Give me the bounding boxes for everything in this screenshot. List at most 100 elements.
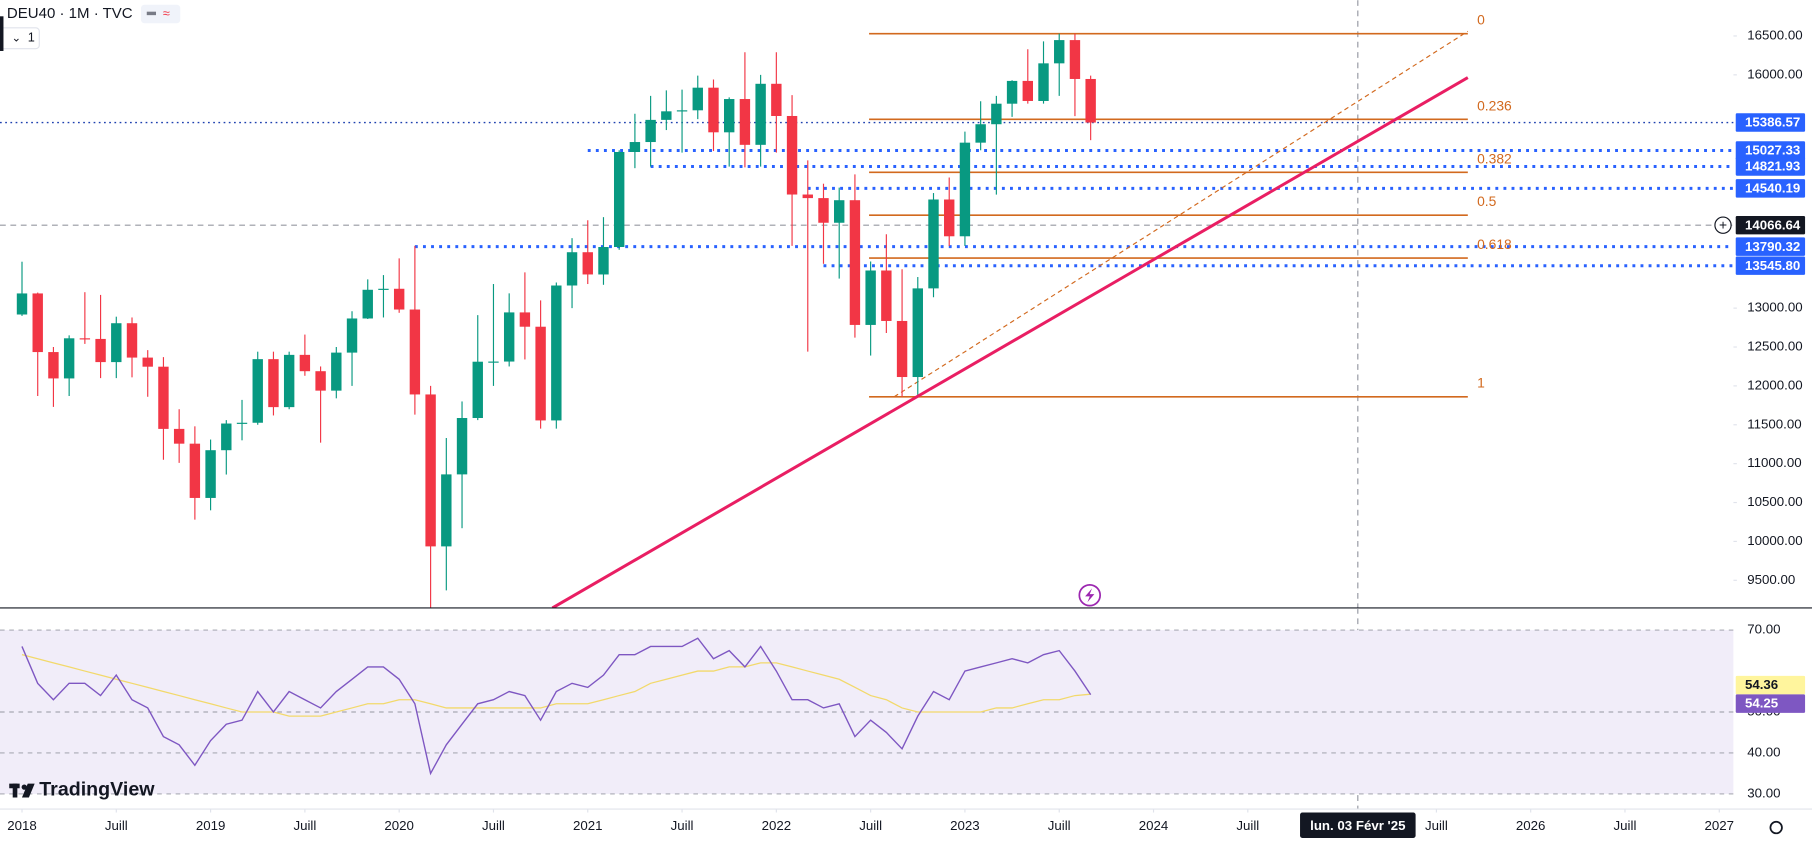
candle-body — [126, 323, 138, 358]
x-tick-label: 2018 — [7, 818, 37, 833]
x-tick-label: 2020 — [384, 818, 414, 833]
x-tick-label: Juill — [1425, 818, 1448, 833]
interval-badge[interactable] — [0, 27, 40, 50]
candle-body — [975, 124, 986, 143]
level-price-label-box — [1735, 157, 1806, 176]
candle-body — [252, 359, 263, 423]
settings-icon[interactable] — [1769, 820, 1783, 835]
y-tick-label: 13000.00 — [1747, 300, 1802, 315]
x-tick-label: 2026 — [1516, 818, 1546, 833]
candle-body — [79, 338, 91, 340]
last-price-label: 15386.57 — [1745, 115, 1800, 130]
level-price-label: 13790.32 — [1745, 239, 1800, 254]
price-pane: 0 0.236 0.382 0.5 0.618 1 — [0, 0, 1734, 608]
rsi-tick-label: 70.00 — [1747, 622, 1780, 637]
fib-level-label: 1 — [1477, 375, 1485, 391]
candle-body — [221, 423, 232, 451]
level-price-label-box — [1735, 141, 1806, 160]
y-tick-label: 10500.00 — [1747, 494, 1802, 509]
x-tick-label: Juill — [1236, 818, 1259, 833]
overlay: 16500.00 16000.00 13000.00 12500.00 12000.00… — [7, 27, 1806, 838]
x-tick-label: Juill — [671, 818, 694, 833]
candle-body — [912, 288, 923, 378]
candle-body — [268, 359, 279, 408]
x-tick-label: 2021 — [573, 818, 603, 833]
fib-level-label: 0.5 — [1477, 193, 1497, 209]
candle-body — [676, 110, 688, 112]
y-tick-label: 16500.00 — [1747, 27, 1802, 42]
watermark: TradingView — [39, 779, 155, 801]
candle-body — [95, 338, 106, 363]
event-icon-bolt — [1085, 588, 1095, 603]
crosshair-add-button[interactable] — [1714, 216, 1732, 234]
crosshair-price-label-box — [1735, 215, 1806, 235]
candle-body — [488, 361, 499, 363]
candle-body — [63, 338, 75, 379]
edge-marker — [0, 16, 4, 51]
candle-body — [849, 200, 861, 325]
interval-badge-label: 1 — [28, 30, 35, 45]
x-tick-label: 2024 — [1139, 818, 1169, 833]
candle-body — [299, 354, 311, 372]
indicator-toggle[interactable] — [140, 4, 181, 24]
candle-body — [661, 111, 672, 120]
fib-level-label: 0.382 — [1477, 150, 1512, 166]
x-tick-label: Juill — [105, 818, 128, 833]
candle-body — [378, 288, 389, 290]
fib-level-label: 0.618 — [1477, 236, 1512, 252]
candle-body — [16, 293, 28, 315]
rsi-value-label: 54.25 — [1745, 696, 1779, 711]
candle-body — [425, 394, 436, 547]
x-tick-label: 2027 — [1705, 818, 1735, 833]
candle-body — [802, 194, 813, 199]
level-price-label-box — [1735, 179, 1806, 198]
candle-body — [944, 199, 955, 237]
candle-body — [551, 285, 562, 421]
candle-body — [1054, 40, 1065, 64]
candle-body — [629, 142, 641, 152]
level-price-label-box — [1735, 256, 1806, 275]
crosshair-price-label: 14066.64 — [1745, 217, 1801, 232]
candle-body — [142, 357, 153, 367]
candle-body — [786, 115, 798, 195]
candle-body — [1022, 80, 1033, 101]
candle-body — [582, 252, 593, 275]
candle-body — [755, 83, 766, 145]
fib-trend-line — [893, 30, 1469, 398]
candle-body — [441, 474, 452, 547]
candle-body — [818, 198, 829, 223]
candle-body — [535, 326, 546, 421]
fib-level-label: 0 — [1477, 12, 1485, 28]
candle-body — [503, 312, 515, 362]
crosshair-date-box — [1300, 812, 1416, 838]
candle-body — [881, 270, 892, 321]
rsi-value-label-box — [1735, 694, 1806, 713]
x-tick-label: Juill — [1048, 818, 1071, 833]
candle-body — [205, 450, 216, 498]
candle-body — [613, 151, 625, 248]
candle-body — [32, 293, 43, 353]
candle-body — [739, 99, 751, 145]
candle-body — [566, 252, 578, 286]
last-price-label-box — [1735, 113, 1806, 132]
candle-body — [865, 270, 876, 325]
rsi-ma-label-box — [1735, 675, 1806, 695]
x-tick-label: 2019 — [196, 818, 226, 833]
candle-body — [834, 200, 845, 223]
candle-body — [346, 318, 358, 353]
x-tick-label: Juill — [293, 818, 316, 833]
candle-body — [519, 312, 531, 327]
candle-body — [771, 83, 782, 116]
level-price-label: 14540.19 — [1745, 180, 1800, 195]
y-tick-label: 9500.00 — [1747, 572, 1795, 587]
candle-body — [1069, 40, 1081, 79]
crosshair-date-label: lun. 03 Févr '25 — [1310, 818, 1406, 833]
candle-body — [189, 443, 201, 498]
candle-body — [283, 354, 295, 408]
candle-body — [928, 199, 939, 289]
candle-body — [409, 309, 421, 395]
y-tick-label: 16000.00 — [1747, 66, 1802, 81]
candle-body — [48, 352, 59, 379]
trend-line — [551, 76, 1469, 608]
